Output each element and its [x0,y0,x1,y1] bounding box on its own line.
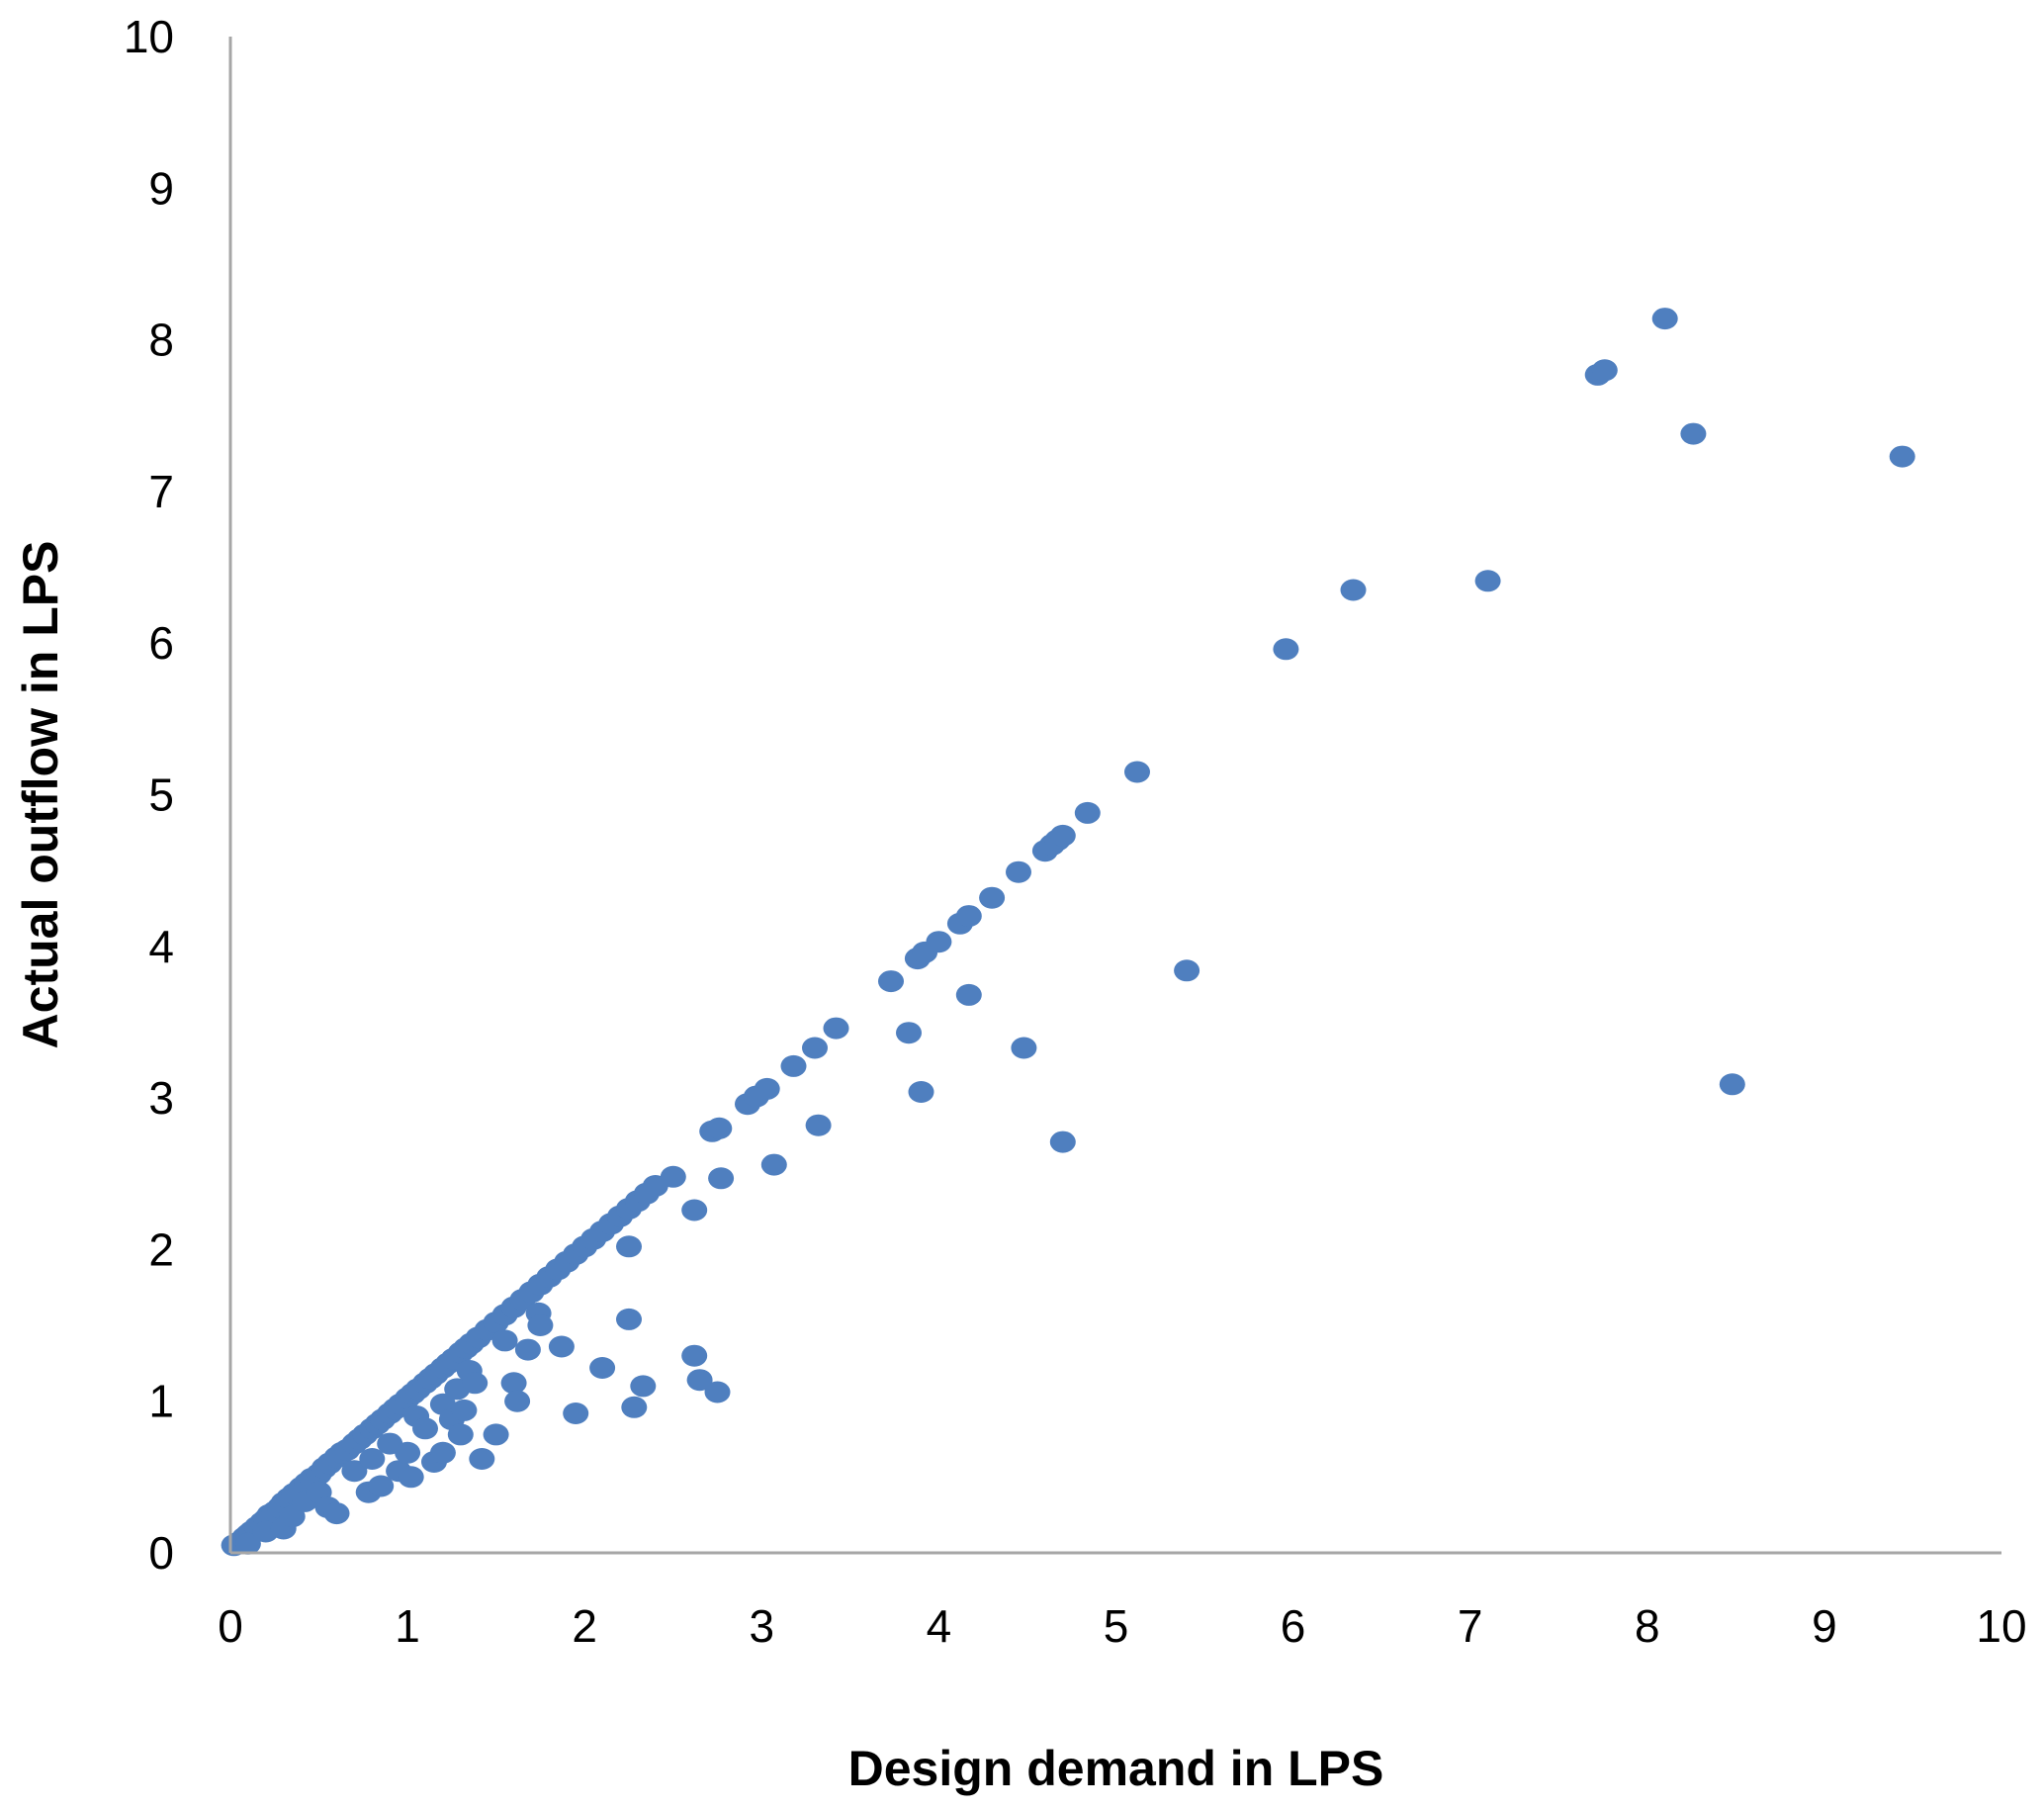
data-point [341,1460,368,1483]
data-point [1889,445,1915,468]
data-point [979,886,1006,909]
data-point [451,1399,478,1421]
data-point [398,1466,424,1489]
data-point [429,1441,456,1464]
data-point [527,1314,554,1336]
data-point [896,1022,922,1044]
data-point [1680,422,1707,445]
data-point [823,1017,849,1040]
data-point [926,931,952,953]
data-point [359,1448,386,1470]
data-point [483,1423,509,1446]
data-point [447,1423,474,1446]
x-axis-tick-labels: 0 1 2 3 4 5 6 7 8 9 10 [218,1600,2026,1652]
data-point [681,1344,708,1367]
data-point [1273,638,1299,661]
y-tick-label: 2 [148,1223,174,1275]
data-point [368,1475,395,1497]
y-tick-label: 8 [148,315,174,366]
data-point [1124,761,1150,783]
y-tick-label: 9 [148,162,174,214]
data-point [878,970,904,993]
data-point [563,1403,589,1424]
data-point [616,1235,642,1258]
y-tick-label: 6 [148,617,174,669]
data-point [1049,824,1076,847]
data-point [1719,1073,1745,1096]
data-point [548,1335,575,1358]
data-point [616,1308,642,1330]
data-point [462,1372,489,1395]
x-tick-label: 8 [1635,1600,1660,1652]
x-tick-label: 10 [1976,1600,2026,1652]
data-point [1474,570,1501,592]
x-tick-label: 0 [218,1600,243,1652]
data-point [1074,801,1101,824]
data-point [805,1114,832,1136]
data-point [630,1375,657,1398]
data-point [1006,860,1031,883]
data-point [955,905,982,928]
data-point [955,983,982,1006]
y-tick-label: 5 [148,769,174,821]
data-point [412,1417,438,1440]
x-tick-label: 3 [750,1600,775,1652]
data-point [802,1037,828,1059]
data-point [1049,1131,1076,1153]
data-point [704,1381,731,1403]
data-point [686,1369,713,1392]
x-tick-label: 9 [1812,1600,1837,1652]
data-point [1591,359,1618,382]
data-point [760,1153,787,1176]
y-axis-tick-labels: 0 1 2 3 4 5 6 7 8 9 10 [124,11,174,1579]
y-tick-label: 4 [148,921,174,972]
y-tick-label: 1 [148,1376,174,1427]
data-point [681,1199,708,1222]
data-points [221,308,1915,1557]
data-point [1011,1037,1037,1059]
data-point [1340,579,1367,601]
data-point [780,1054,807,1077]
data-point [708,1167,735,1190]
data-point [234,1532,261,1555]
y-tick-label: 0 [148,1527,174,1579]
data-point [589,1357,616,1379]
data-point [504,1390,531,1412]
data-point [621,1396,648,1418]
y-tick-label: 10 [124,11,174,62]
x-tick-label: 6 [1281,1600,1306,1652]
y-axis-title: Actual outflow in LPS [13,541,68,1049]
data-point [323,1502,350,1525]
data-point [660,1165,686,1188]
data-point [1651,308,1678,330]
y-tick-label: 3 [148,1072,174,1124]
x-tick-label: 1 [395,1600,420,1652]
data-point [500,1372,527,1395]
y-tick-label: 7 [148,466,174,517]
data-point [469,1448,495,1470]
x-tick-label: 5 [1104,1600,1129,1652]
data-point [754,1077,780,1100]
data-point [279,1505,306,1528]
x-tick-label: 7 [1458,1600,1483,1652]
x-axis-title: Design demand in LPS [848,1741,1384,1796]
data-point [514,1338,541,1361]
x-tick-label: 4 [927,1600,952,1652]
data-point [1174,959,1200,982]
data-point [908,1081,934,1103]
data-point [706,1117,733,1139]
data-point [395,1441,421,1464]
data-point [491,1329,518,1352]
x-tick-label: 2 [572,1600,597,1652]
